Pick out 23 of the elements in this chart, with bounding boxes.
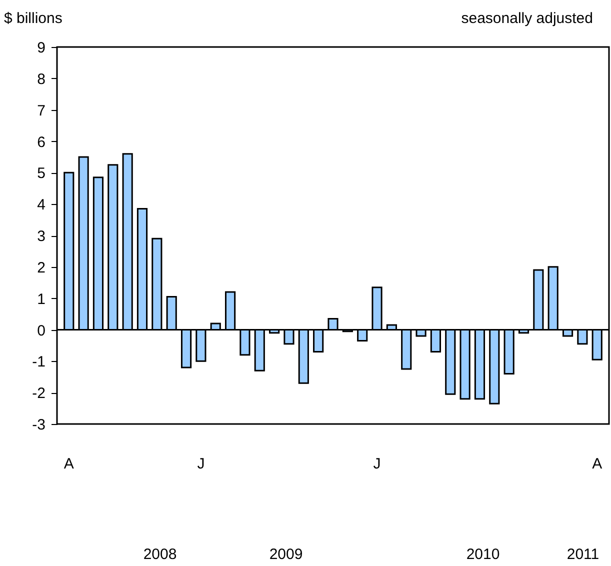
text: 2010 [466, 546, 500, 563]
y-tick-label: 2 [37, 259, 46, 276]
chart-subtitle: seasonally adjusted [461, 10, 593, 27]
y-tick-label: 6 [37, 134, 46, 151]
y-tick-label: -3 [32, 416, 46, 434]
x-tick-label: J [197, 456, 205, 472]
y-tick-label: 5 [37, 165, 46, 182]
y-tick-label: 8 [37, 70, 46, 88]
text: 2011 [566, 546, 600, 563]
y-tick-label: -2 [32, 385, 46, 402]
x-tick-label: A [64, 456, 74, 472]
x-tick-label: J [373, 456, 381, 472]
y-tick-label: 4 [37, 196, 46, 214]
y-tick-label: 0 [37, 322, 46, 340]
y-tick-label: 9 [37, 40, 46, 56]
y-axis-title: $ billions [4, 10, 62, 27]
y-tick-label: 1 [37, 290, 46, 308]
text: 2008 [143, 546, 177, 563]
text: 2009 [269, 546, 303, 563]
x-tick-label: A [592, 456, 602, 472]
y-tick-label: 3 [37, 228, 46, 245]
y-tick-label: 7 [37, 102, 46, 120]
y-tick-label: -1 [32, 354, 46, 371]
